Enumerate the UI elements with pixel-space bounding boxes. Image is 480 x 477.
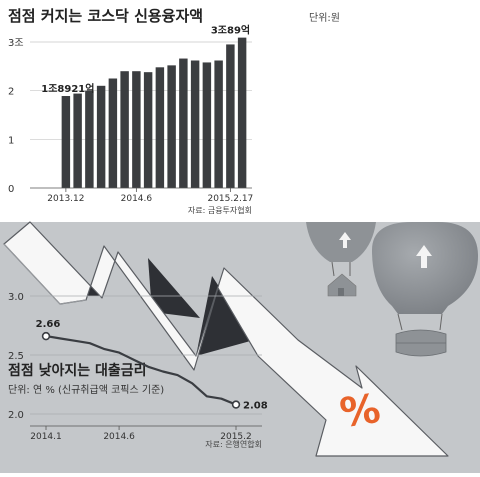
top-chart-unit: 단위:원 [309, 11, 340, 24]
top-chart-bar [155, 67, 165, 188]
top-chart-x-tick-label: 2013.12 [47, 194, 84, 204]
top-chart-bars [61, 37, 247, 189]
bottom-chart-x-tick-label: 2015.2 [220, 432, 252, 442]
bottom-chart-source: 자료: 은행연합회 [205, 439, 262, 449]
zigzag-arrow-icon [3, 221, 449, 457]
balloon-rope [439, 313, 443, 331]
house-door [338, 288, 344, 296]
balloon-rope [397, 313, 403, 331]
bottom-chart-y-tick-label: 2.0 [8, 410, 24, 421]
top-chart-value-label: 1조8921억 [41, 83, 94, 95]
top-chart-y-axis: 3조 2 1 0 [8, 38, 24, 195]
bottom-chart-y-tick-label: 2.5 [8, 351, 24, 362]
top-chart-y-tick-label: 3조 [8, 38, 24, 49]
top-chart-bar [179, 58, 188, 189]
arrow-shadow [148, 258, 200, 318]
top-chart-title: 점점 커지는 코스닥 신용융자액 [8, 7, 203, 25]
top-chart-x-tick-label: 2014.6 [121, 194, 153, 204]
top-chart-bar [214, 60, 223, 188]
bottom-chart-series-line [45, 335, 237, 406]
bottom-chart-point [231, 400, 241, 409]
top-chart-value-labels: 1조8921억 3조89억 [41, 25, 250, 95]
top-chart-bar [73, 93, 82, 188]
bottom-chart-value-labels: 2.66 2.08 [36, 319, 268, 411]
bottom-chart-title: 점점 낮아지는 대출금리 [8, 362, 147, 379]
up-arrow-icon [339, 232, 351, 248]
top-chart-x-axis: 2013.12 2014.6 2015.2.17 [47, 188, 253, 204]
top-chart-bar [167, 65, 176, 188]
bottom-chart-point [41, 331, 51, 341]
top-chart-bar [143, 72, 153, 188]
top-chart-y-tick-label: 2 [8, 87, 14, 98]
bottom-chart-grid [30, 295, 262, 415]
large-hot-air-balloon-icon [372, 222, 478, 357]
bottom-chart-value-label: 2.66 [36, 319, 61, 330]
top-chart-bar [120, 71, 129, 188]
top-chart-source: 자료: 금융투자협회 [188, 205, 252, 215]
top-chart-bar [226, 44, 235, 188]
top-chart-bar [190, 60, 200, 188]
bottom-chart-value-label: 2.08 [243, 401, 268, 412]
bottom-chart-unit: 단위: 연 % (신규취급액 코픽스 기준) [8, 383, 164, 396]
top-chart-value-label: 3조89억 [211, 25, 250, 37]
top-chart-bar [61, 96, 71, 188]
small-hot-air-balloon-icon [306, 222, 376, 297]
balloon-rope [331, 261, 335, 277]
arrow-body [3, 221, 449, 457]
top-chart-y-tick-label: 0 [8, 184, 14, 195]
bottom-chart-y-tick-label: 3.0 [8, 292, 24, 303]
bottom-chart-x-tick-label: 2014.6 [103, 432, 135, 442]
top-chart-bar [237, 37, 247, 189]
bottom-chart-y-axis: 3.0 2.5 2.0 [8, 292, 24, 421]
up-arrow-icon [416, 245, 432, 268]
percent-icon: % [337, 386, 383, 437]
top-chart-bar [132, 71, 141, 188]
bottom-chart-points [41, 331, 241, 409]
top-chart-bar [108, 78, 118, 188]
bottom-chart-x-tick-label: 2014.1 [30, 432, 62, 442]
top-chart-bar [202, 62, 212, 188]
house-icon [327, 273, 357, 297]
top-chart-bar [85, 90, 94, 188]
small-balloon-envelope [306, 222, 376, 262]
top-chart-x-tick-label: 2015.2.17 [207, 194, 253, 204]
arrow-edge [3, 243, 87, 305]
top-chart-y-tick-label: 1 [8, 135, 14, 146]
top-chart-bar [96, 85, 106, 188]
bottom-chart-x-axis: 2014.1 2014.6 2015.2 [30, 426, 252, 442]
